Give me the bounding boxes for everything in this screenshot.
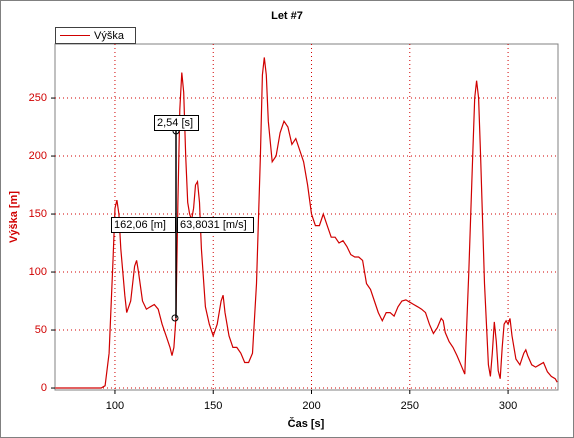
x-tick-label: 250: [401, 400, 419, 412]
annotation-box: [111, 217, 176, 233]
x-tick-label: 200: [302, 400, 320, 412]
y-axis-label: Výška [m]: [8, 191, 20, 243]
data-line: [56, 57, 558, 389]
annotation-box: [154, 115, 199, 131]
annotation: 2,54 [s]: [157, 117, 193, 129]
legend-box: [55, 27, 136, 44]
cursor-point: [171, 314, 179, 322]
y-tick-label: 250: [29, 92, 47, 104]
x-tick-label: 150: [204, 400, 222, 412]
y-tick-label: 100: [29, 266, 47, 278]
x-tick-label: 300: [499, 400, 517, 412]
y-tick-label: 0: [41, 382, 47, 394]
y-tick-label: 150: [29, 208, 47, 220]
legend: Výška: [55, 27, 136, 44]
y-tick-label: 200: [29, 150, 47, 162]
y-tick-label: 50: [35, 324, 47, 336]
x-axis-label: Čas [s]: [288, 417, 325, 430]
x-tick-label: 100: [106, 400, 124, 412]
legend-label: Výška: [94, 30, 125, 42]
chart-title: Let #7: [271, 10, 303, 22]
annotation-box: [177, 217, 254, 233]
annotation: 63,8031 [m/s]: [180, 219, 247, 231]
annotation: 162,06 [m]: [114, 219, 166, 231]
